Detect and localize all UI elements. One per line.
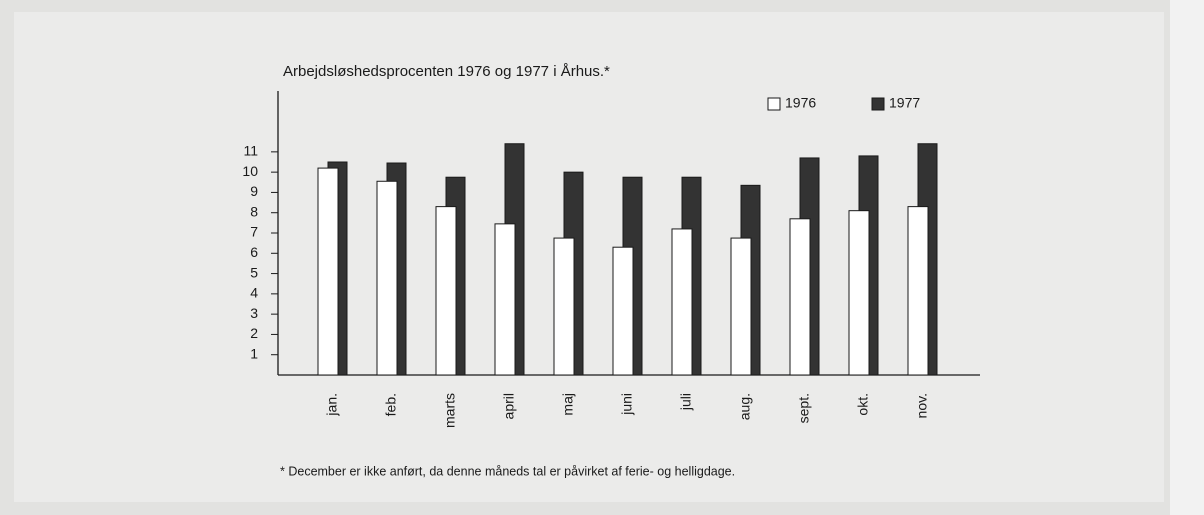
y-tick-label: 11 [243, 143, 258, 159]
y-tick-label: 9 [250, 183, 258, 199]
bar [848, 210, 870, 376]
bar [730, 237, 752, 376]
bar [789, 218, 811, 376]
bar [494, 223, 516, 376]
x-tick-label: feb. [383, 393, 399, 416]
footnote: * December er ikke anført, da denne måne… [280, 464, 735, 478]
y-tick-label: 1 [250, 345, 258, 361]
bar [612, 246, 634, 376]
legend-swatch [871, 97, 885, 111]
bar [553, 237, 575, 376]
x-tick-label: juli [678, 393, 694, 411]
x-tick-label: aug. [737, 393, 753, 420]
y-tick-label: 4 [250, 285, 258, 301]
x-tick-label: maj [560, 393, 576, 416]
y-tick-label: 6 [250, 244, 258, 260]
x-tick-label: okt. [855, 393, 871, 416]
x-tick-label: jan. [324, 393, 340, 417]
bar [376, 180, 398, 376]
y-tick-label: 2 [250, 325, 258, 341]
y-tick-label: 5 [250, 264, 258, 280]
page-edge [1170, 0, 1204, 515]
panel [14, 12, 1164, 502]
x-tick-label: sept. [796, 393, 812, 423]
legend-swatch [767, 97, 781, 111]
y-tick-label: 3 [250, 305, 258, 321]
bar [671, 228, 693, 376]
bar [317, 167, 339, 376]
x-tick-label: april [501, 393, 517, 419]
x-tick-label: nov. [914, 393, 930, 418]
bar [435, 206, 457, 376]
bar [907, 206, 929, 376]
y-tick-label: 10 [242, 163, 258, 179]
y-tick-label: 7 [250, 224, 258, 240]
y-tick-label: 8 [250, 203, 258, 219]
x-tick-label: juni [619, 393, 635, 416]
chart-title: Arbejdsløshedsprocenten 1976 og 1977 i Å… [283, 63, 610, 80]
x-tick-label: marts [442, 393, 458, 428]
legend-label: 1977 [889, 95, 920, 111]
legend-label: 1976 [785, 95, 816, 111]
